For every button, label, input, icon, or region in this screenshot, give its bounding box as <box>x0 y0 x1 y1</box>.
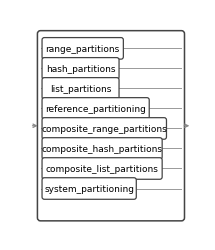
Text: system_partitioning: system_partitioning <box>44 184 134 193</box>
FancyBboxPatch shape <box>42 58 119 80</box>
Text: list_partitions: list_partitions <box>50 84 111 94</box>
FancyBboxPatch shape <box>42 98 149 120</box>
Text: hash_partitions: hash_partitions <box>46 65 115 74</box>
FancyBboxPatch shape <box>42 158 162 180</box>
Text: range_partitions: range_partitions <box>46 45 120 54</box>
FancyBboxPatch shape <box>42 178 136 200</box>
FancyBboxPatch shape <box>42 138 162 160</box>
FancyBboxPatch shape <box>42 78 119 100</box>
FancyBboxPatch shape <box>37 32 184 221</box>
Text: composite_list_partitions: composite_list_partitions <box>46 164 158 173</box>
FancyBboxPatch shape <box>42 118 166 140</box>
Text: reference_partitioning: reference_partitioning <box>45 104 146 114</box>
FancyBboxPatch shape <box>42 38 123 60</box>
Text: composite_hash_partitions: composite_hash_partitions <box>41 144 163 153</box>
Text: composite_range_partitions: composite_range_partitions <box>41 124 167 134</box>
